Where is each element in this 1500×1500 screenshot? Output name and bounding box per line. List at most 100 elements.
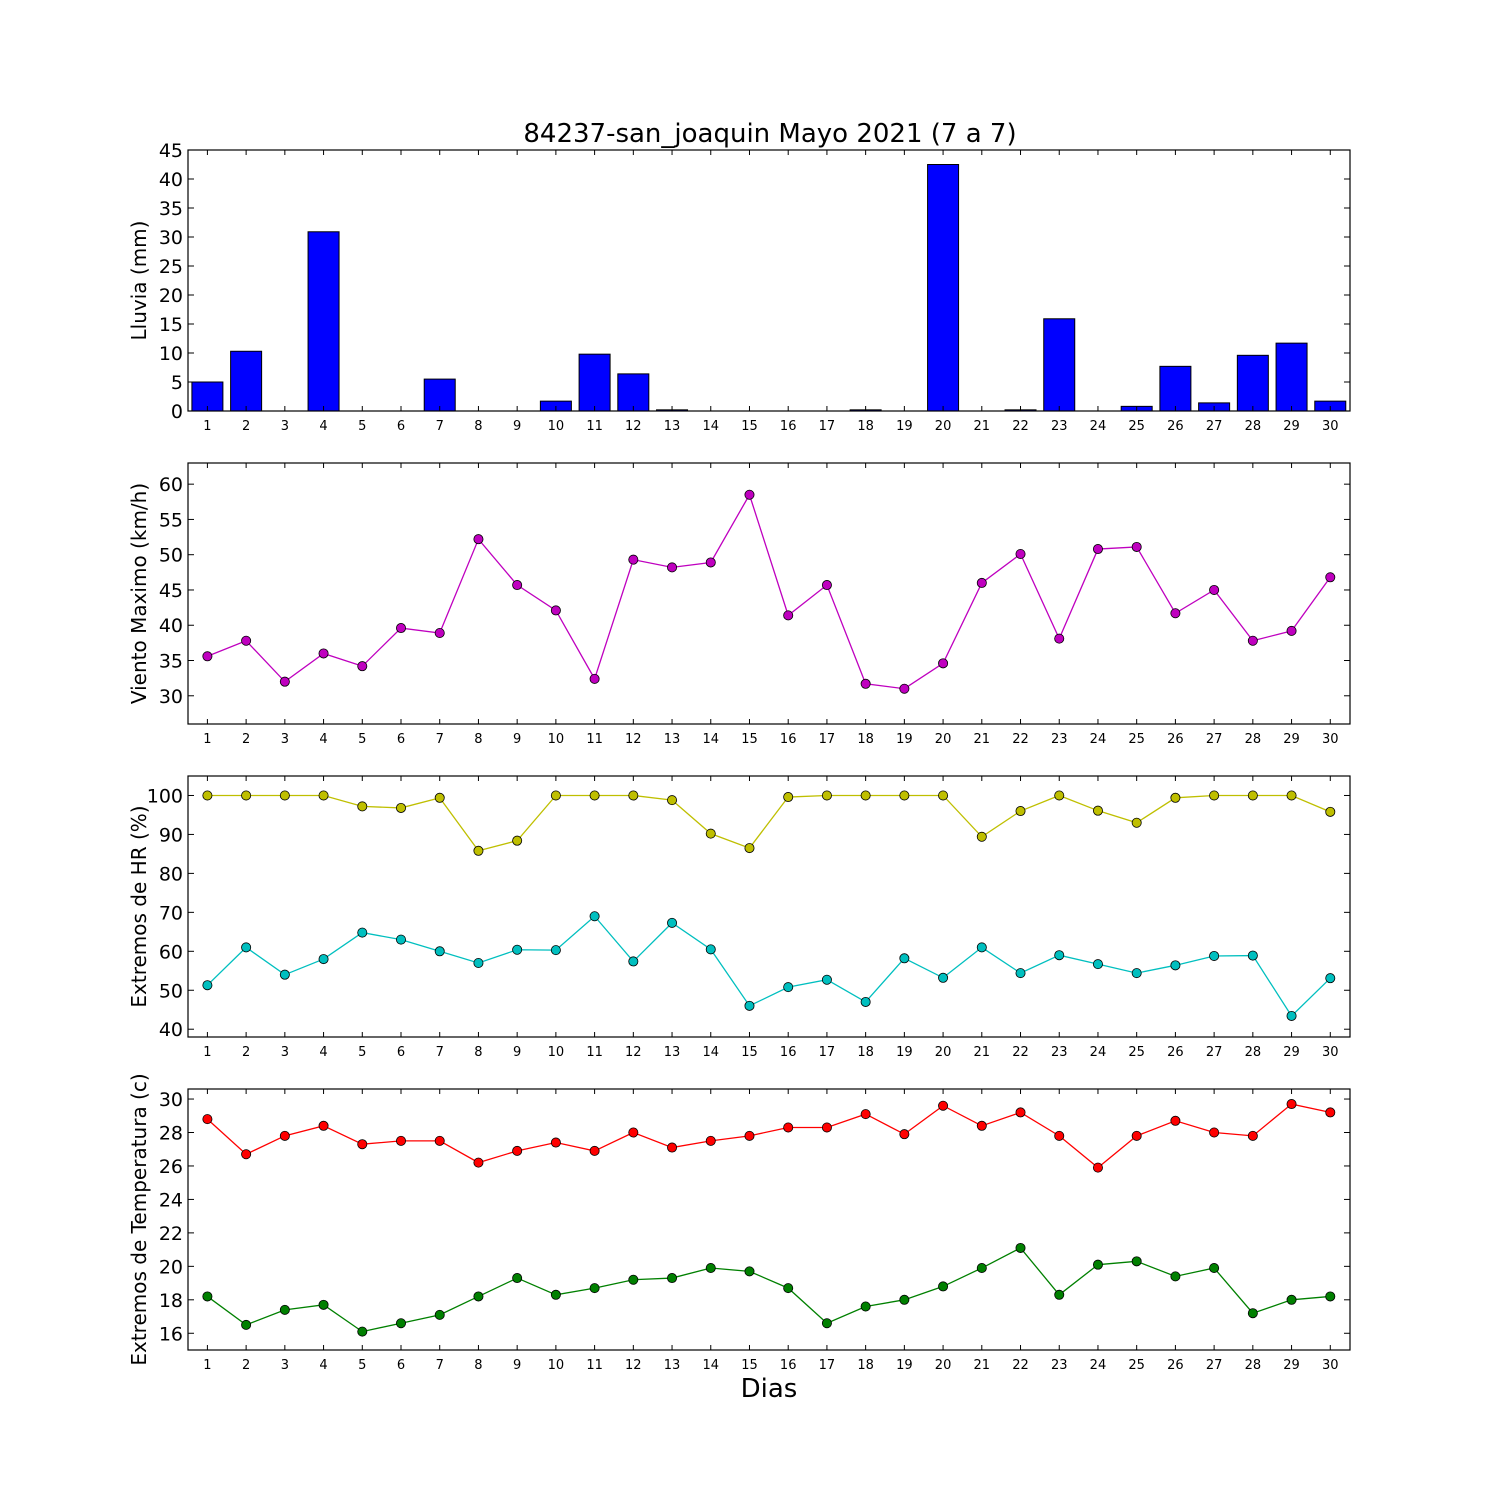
x-tick-label: 12	[625, 732, 642, 747]
point-s1-day-10	[550, 1137, 561, 1148]
point-s2-day-11	[589, 911, 600, 922]
point-s2-day-4	[318, 1299, 329, 1310]
y-tick-label: 50	[159, 980, 183, 1002]
x-tick-label: 7	[436, 1358, 444, 1373]
point-s1-day-7	[434, 792, 445, 803]
point-s2-day-1	[202, 1291, 213, 1302]
y-tick-label: 30	[159, 686, 183, 708]
point-s2-day-23	[1054, 1289, 1065, 1300]
y-tick-label: 45	[159, 580, 183, 602]
point-s1-day-24	[1092, 805, 1103, 816]
x-tick-label: 1	[203, 1358, 211, 1373]
x-tick-label: 7	[436, 419, 444, 434]
point-s1-day-25	[1131, 1130, 1142, 1141]
y-tick-label: 70	[159, 902, 183, 924]
point-s1-day-22	[1015, 1107, 1026, 1118]
point-s2-day-22	[1015, 1242, 1026, 1253]
x-tick-label: 12	[625, 1045, 642, 1060]
x-tick-label: 4	[319, 1045, 327, 1060]
x-tick-label: 9	[513, 1358, 521, 1373]
point-s1-day-21	[976, 577, 987, 588]
y-axis-label: Extremos de HR (%)	[127, 805, 151, 1007]
x-tick-label: 10	[548, 1358, 565, 1373]
x-tick-label: 22	[1012, 419, 1029, 434]
point-s1-day-11	[589, 790, 600, 801]
bar-day-23	[1043, 318, 1076, 412]
x-tick-label: 29	[1283, 1358, 1300, 1373]
point-s1-day-16	[783, 1122, 794, 1133]
y-axis-label: Viento Maximo (km/h)	[127, 483, 151, 704]
x-tick-label: 6	[397, 732, 405, 747]
point-s1-day-17	[821, 1122, 832, 1133]
point-s2-day-25	[1131, 968, 1142, 979]
y-tick-label: 25	[159, 256, 183, 278]
point-s2-day-24	[1092, 959, 1103, 970]
x-tick-label: 3	[281, 419, 289, 434]
y-tick-label: 28	[159, 1123, 183, 1145]
x-tick-label: 25	[1128, 732, 1145, 747]
point-s2-day-2	[241, 942, 252, 953]
y-tick-label: 60	[159, 941, 183, 963]
point-s1-day-15	[744, 489, 755, 500]
point-s2-day-1	[202, 980, 213, 991]
x-tick-label: 3	[281, 1358, 289, 1373]
point-s1-day-28	[1247, 635, 1258, 646]
x-tick-label: 29	[1283, 419, 1300, 434]
point-s2-day-7	[434, 1309, 445, 1320]
x-tick-label: 12	[625, 419, 642, 434]
x-tick-label: 12	[625, 1358, 642, 1373]
x-tick-label: 17	[819, 419, 836, 434]
x-tick-label: 6	[397, 1358, 405, 1373]
x-tick-label: 25	[1128, 1045, 1145, 1060]
point-s1-day-19	[899, 790, 910, 801]
point-s2-day-20	[938, 972, 949, 983]
point-s1-day-15	[744, 843, 755, 854]
x-tick-label: 13	[664, 1358, 681, 1373]
series-line-1	[207, 493, 1331, 690]
x-tick-label: 28	[1245, 1358, 1262, 1373]
point-s1-day-26	[1170, 608, 1181, 619]
point-s2-day-10	[550, 945, 561, 956]
y-tick-label: 30	[159, 227, 183, 249]
x-tick-label: 16	[780, 419, 797, 434]
series-line-1	[207, 794, 1331, 852]
point-s1-day-27	[1209, 584, 1220, 595]
point-s2-day-20	[938, 1281, 949, 1292]
point-s1-day-27	[1209, 790, 1220, 801]
x-tick-label: 3	[281, 732, 289, 747]
x-tick-label: 21	[974, 1358, 991, 1373]
y-tick-label: 20	[159, 285, 183, 307]
x-tick-label: 16	[780, 732, 797, 747]
point-s1-day-23	[1054, 790, 1065, 801]
bar-day-7	[423, 378, 456, 412]
y-tick-label: 45	[159, 140, 183, 162]
x-tick-label: 13	[664, 1045, 681, 1060]
y-tick-label: 55	[159, 509, 183, 531]
point-s1-day-1	[202, 1114, 213, 1125]
point-s2-day-15	[744, 1266, 755, 1277]
bar-day-11	[578, 353, 611, 412]
point-s2-day-29	[1286, 1294, 1297, 1305]
point-s1-day-16	[783, 610, 794, 621]
point-s2-day-3	[279, 1304, 290, 1315]
point-s1-day-22	[1015, 549, 1026, 560]
point-s1-day-12	[628, 554, 639, 565]
x-tick-label: 22	[1012, 1358, 1029, 1373]
point-s2-day-29	[1286, 1010, 1297, 1021]
x-tick-label: 27	[1206, 1358, 1223, 1373]
x-tick-label: 24	[1090, 419, 1107, 434]
x-tick-label: 2	[242, 1358, 250, 1373]
point-s1-day-26	[1170, 792, 1181, 803]
x-tick-label: 26	[1167, 419, 1184, 434]
point-s1-day-25	[1131, 817, 1142, 828]
point-s1-day-2	[241, 635, 252, 646]
x-tick-label: 8	[474, 1358, 482, 1373]
point-s1-day-15	[744, 1130, 755, 1141]
point-s1-day-3	[279, 676, 290, 687]
point-s1-day-4	[318, 790, 329, 801]
x-tick-label: 20	[935, 1358, 952, 1373]
point-s1-day-28	[1247, 790, 1258, 801]
y-tick-label: 35	[159, 198, 183, 220]
y-tick-label: 90	[159, 824, 183, 846]
y-axis-label: Extremos de Temperatura (c)	[127, 1073, 151, 1365]
